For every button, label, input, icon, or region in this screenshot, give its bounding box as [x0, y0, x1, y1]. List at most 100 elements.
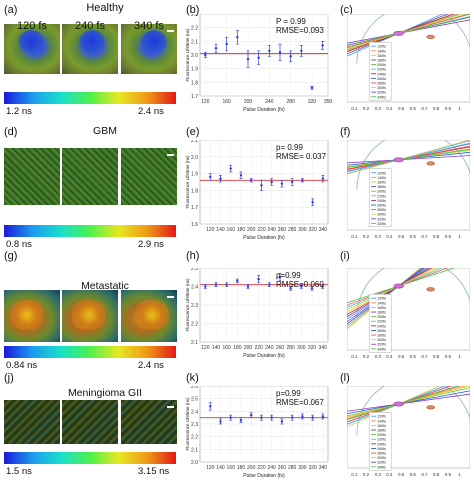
stat-text: P = 0.99: [276, 17, 306, 26]
x-tick-label: 0.1: [351, 234, 358, 239]
x-tick-label: 0.6: [410, 106, 417, 111]
data-point: [214, 46, 218, 50]
legend-label: 160fs: [377, 181, 386, 185]
phasor-line: [347, 140, 470, 175]
data-point: [204, 285, 207, 288]
x-tick-label: 1: [458, 354, 461, 359]
x-tick-label: 0.3: [375, 234, 382, 239]
x-tick-label: 0.5: [398, 472, 405, 477]
plot-area: [347, 386, 470, 469]
scale-bar: [167, 406, 174, 408]
legend-label: 300fs: [377, 456, 386, 460]
phasor-cluster: [393, 283, 404, 289]
panel-letter-image: (g): [4, 250, 18, 262]
phasor-line: [347, 16, 470, 46]
legend-label: 200fs: [377, 433, 386, 437]
x-tick-label: 0.8: [433, 354, 440, 359]
universal-semicircle: [356, 386, 470, 436]
data-point: [300, 49, 303, 53]
y-tick-label: 2.1: [191, 140, 198, 144]
x-tick-label: 180: [233, 345, 242, 351]
x-axis-label: Pulse Duration (fs): [243, 353, 285, 359]
data-point: [236, 279, 239, 283]
legend-label: 340fs: [377, 95, 386, 99]
micrograph: [121, 290, 177, 342]
x-tick-label: 240: [268, 465, 277, 471]
phasor-line: [347, 14, 464, 50]
data-point: [270, 180, 273, 184]
y-tick-label: 1.7: [191, 205, 198, 211]
panel-letter-image: (d): [4, 126, 18, 138]
legend-label: 340fs: [377, 347, 386, 351]
data-point: [301, 415, 304, 418]
x-tick-label: 340: [318, 345, 327, 351]
legend-label: 260fs: [377, 77, 386, 81]
x-tick-label: 320: [308, 99, 317, 105]
legend-label: 120fs: [377, 415, 386, 419]
phasor-line: [347, 268, 426, 323]
x-tick-label: 0.1: [351, 354, 358, 359]
x-tick-label: 320: [308, 465, 317, 471]
x-tick-label: 0.9: [445, 234, 452, 239]
x-tick-label: 0.6: [410, 472, 417, 477]
panel-letter-chart: (e): [186, 126, 200, 138]
x-tick-label: 0.3: [375, 472, 382, 477]
cell-blob: [141, 30, 167, 52]
data-point: [219, 177, 222, 180]
data-point: [204, 53, 207, 57]
legend-label: 320fs: [377, 343, 386, 347]
x-tick-label: 320: [308, 345, 317, 351]
phasor-line: [347, 386, 470, 418]
data-point: [289, 287, 292, 290]
x-tick-label: 260: [276, 345, 285, 351]
micrograph: [121, 24, 177, 74]
x-tick-label: 0.1: [351, 472, 358, 477]
x-tick-label: 0.8: [433, 106, 440, 111]
x-tick-label: 140: [216, 227, 225, 233]
data-point: [239, 419, 243, 422]
data-point: [289, 55, 292, 58]
y-tick-label: 1.8: [191, 80, 198, 86]
x-tick-label: 220: [257, 227, 266, 233]
data-point: [321, 177, 325, 180]
legend-label: 320fs: [377, 91, 386, 95]
x-tick-label: 280: [288, 227, 297, 233]
phasor-line: [347, 268, 444, 308]
data-point: [225, 283, 228, 286]
x-tick-label: 0.7: [421, 472, 428, 477]
legend-label: 180fs: [377, 429, 386, 433]
x-tick-label: 0.3: [375, 106, 382, 111]
phasor-plot: 0.1 0.2 0.3 0.4 0.5 0.6 0.7 0.8 0.9 1 120fs140fs16…: [347, 140, 470, 239]
data-point: [250, 179, 253, 182]
x-tick-label: 200: [244, 99, 253, 105]
y-axis-label: Fluorescence Lifetime (ns): [185, 397, 190, 451]
cell-blob: [10, 300, 44, 330]
legend-label: 140fs: [377, 301, 386, 305]
data-point: [246, 57, 250, 61]
stat-text: p= 0.99: [276, 143, 303, 152]
colorbar-max-label: 3.15 ns: [138, 466, 170, 477]
data-point: [278, 51, 282, 54]
x-tick-label: 0.4: [386, 106, 393, 111]
x-tick-label: 0.9: [445, 106, 452, 111]
y-tick-label: 2.4: [191, 409, 198, 415]
phasor-line: [347, 390, 470, 414]
y-axis-label: Fluorescence Lifetime (ns): [185, 155, 190, 209]
y-tick-label: 2.2: [191, 435, 198, 441]
x-tick-label: 0.2: [363, 354, 370, 359]
panel-letter-chart: (k): [186, 372, 199, 384]
legend-label: 240fs: [377, 442, 386, 446]
data-point: [300, 285, 303, 288]
legend-label: 300fs: [377, 338, 386, 342]
x-tick-label: 1: [458, 234, 461, 239]
legend-label: 300fs: [377, 86, 386, 90]
legend-label: 140fs: [377, 419, 386, 423]
legend-label: 340fs: [377, 465, 386, 469]
data-point: [246, 285, 250, 288]
legend-label: 120fs: [377, 45, 386, 49]
y-tick-label: 2.1: [191, 340, 198, 346]
x-tick-label: 160: [222, 345, 231, 351]
data-point: [311, 416, 314, 419]
x-tick-label: 160: [227, 227, 236, 233]
phasor-line: [347, 386, 441, 428]
